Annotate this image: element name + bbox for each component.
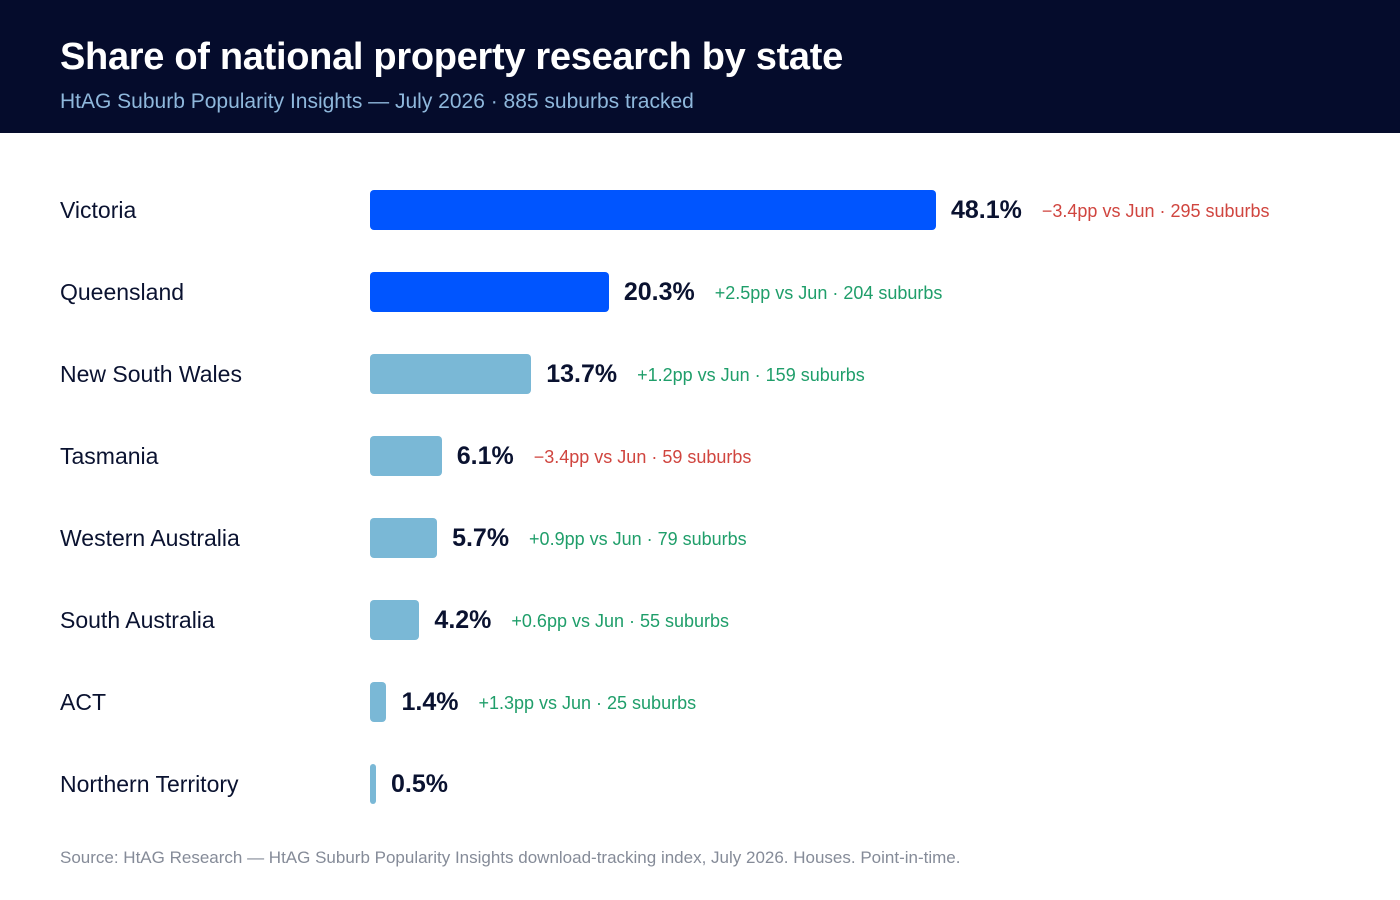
bar-chart: Victoria 48.1% −3.4pp vs Jun · 295 suburbs… [0, 133, 1400, 833]
bar [370, 600, 420, 640]
value-label: 1.4% [401, 688, 459, 716]
bar-row: ACT 1.4% +1.3pp vs Jun · 25 suburbs [0, 680, 1400, 724]
value-label: 13.7% [546, 360, 618, 388]
bar [370, 518, 438, 558]
bar [370, 354, 532, 394]
chart-subtitle: HtAG Suburb Popularity Insights — July 2… [60, 90, 694, 113]
bar-row: Victoria 48.1% −3.4pp vs Jun · 295 suburbs [0, 188, 1400, 232]
change-annotation: +0.9pp vs Jun · 79 suburbs [529, 529, 747, 549]
category-label: Victoria [60, 197, 137, 223]
bar [370, 764, 376, 804]
change-annotation: −3.4pp vs Jun · 295 suburbs [1041, 201, 1270, 221]
category-label: South Australia [60, 607, 215, 633]
change-annotation: +0.6pp vs Jun · 55 suburbs [511, 611, 730, 631]
bar-row: Tasmania 6.1% −3.4pp vs Jun · 59 suburbs [0, 434, 1400, 478]
bar [370, 190, 936, 230]
category-label: Western Australia [60, 525, 240, 551]
bar-row: New South Wales 13.7% +1.2pp vs Jun · 159 … [0, 352, 1400, 396]
value-label: 4.2% [434, 606, 492, 634]
bar [370, 682, 387, 722]
bar [370, 436, 442, 476]
value-label: 6.1% [456, 442, 514, 470]
category-label: ACT [60, 689, 106, 715]
change-annotation: +2.5pp vs Jun · 204 suburbs [714, 283, 943, 303]
change-annotation: −3.4pp vs Jun · 59 suburbs [533, 447, 752, 467]
chart-title: Share of national property research by s… [60, 36, 843, 78]
value-label: 5.7% [452, 524, 510, 552]
value-label: 20.3% [623, 278, 695, 306]
category-label: Tasmania [60, 443, 159, 469]
bar-row: Western Australia 5.7% +0.9pp vs Jun · 79 … [0, 516, 1400, 560]
change-annotation: +1.3pp vs Jun · 25 suburbs [478, 693, 697, 713]
bar [370, 272, 609, 312]
change-annotation: +1.2pp vs Jun · 159 suburbs [637, 365, 865, 385]
category-label: Northern Territory [60, 771, 239, 797]
category-label: New South Wales [60, 361, 242, 387]
bar-row: Queensland 20.3% +2.5pp vs Jun · 204 subur… [0, 270, 1400, 314]
bar-row: South Australia 4.2% +0.6pp vs Jun · 55 su… [0, 598, 1400, 642]
bar-row: Northern Territory 0.5% [0, 762, 1400, 806]
source-note: Source: HtAG Research — HtAG Suburb Popu… [60, 848, 961, 867]
value-label: 48.1% [951, 196, 1022, 224]
category-label: Queensland [60, 279, 185, 305]
chart-header: Share of national property research by s… [0, 0, 1400, 133]
value-label: 0.5% [391, 770, 448, 798]
